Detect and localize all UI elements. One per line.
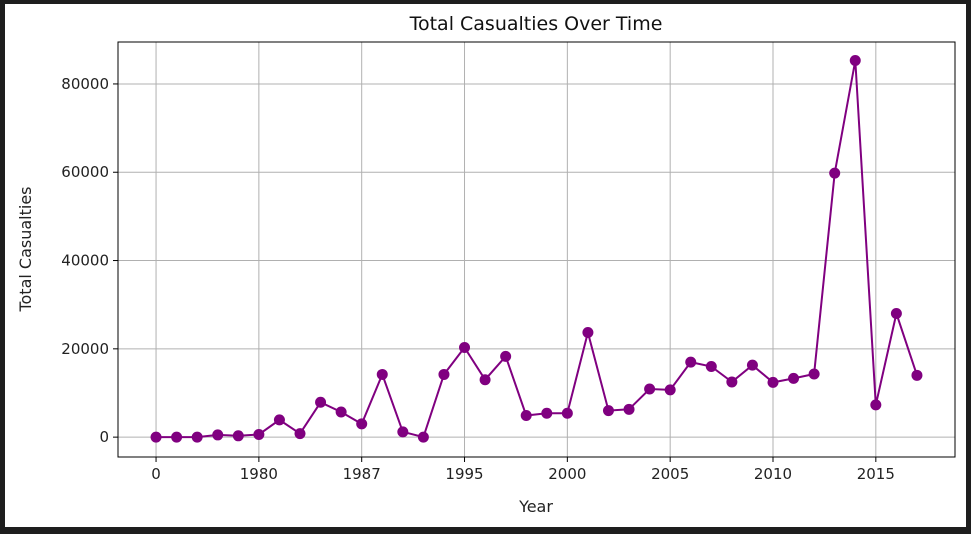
data-point xyxy=(890,308,902,320)
chart-frame: 0 20000 40000 60000 80000 0 1980 1987 1995 2000 20… xyxy=(5,4,966,527)
series-layer xyxy=(150,55,923,443)
series-line xyxy=(156,60,918,439)
data-point xyxy=(767,376,779,388)
data-point xyxy=(397,426,409,438)
data-point xyxy=(376,368,388,380)
data-point xyxy=(870,399,882,411)
x-tick-label: 1987 xyxy=(343,465,381,483)
data-point xyxy=(356,418,368,430)
data-point xyxy=(561,407,573,419)
chart-title: Total Casualties Over Time xyxy=(409,13,663,35)
data-point xyxy=(232,430,244,442)
data-point xyxy=(253,428,265,440)
y-axis-label: Total Casualties xyxy=(16,186,35,312)
data-point xyxy=(212,429,224,441)
data-point xyxy=(438,368,450,380)
ticks-layer: 0 20000 40000 60000 80000 0 1980 1987 1995 2000 20… xyxy=(61,75,895,483)
x-tick-label: 2015 xyxy=(857,465,895,483)
y-tick-label: 40000 xyxy=(61,252,109,270)
data-point xyxy=(726,376,738,388)
data-point xyxy=(417,431,429,443)
data-point xyxy=(685,356,697,368)
data-point xyxy=(273,414,285,426)
data-point xyxy=(602,405,614,417)
y-tick-label: 20000 xyxy=(61,340,109,358)
data-point xyxy=(911,369,923,381)
data-point xyxy=(335,406,347,418)
x-tick-label: 1995 xyxy=(445,465,483,483)
data-point xyxy=(294,428,306,440)
y-tick-label: 60000 xyxy=(61,163,109,181)
data-point xyxy=(808,368,820,380)
x-tick-label: 2005 xyxy=(651,465,689,483)
grid-layer xyxy=(118,42,955,457)
data-point xyxy=(582,327,594,338)
data-point xyxy=(315,396,327,408)
y-tick-label: 80000 xyxy=(61,75,109,93)
data-point xyxy=(191,431,203,443)
data-point xyxy=(746,359,758,371)
data-point xyxy=(171,431,183,443)
data-point xyxy=(705,360,717,372)
data-point xyxy=(479,374,491,386)
plot-area-border xyxy=(117,41,956,458)
data-point xyxy=(150,431,162,443)
data-point xyxy=(849,55,861,67)
line-chart: 0 20000 40000 60000 80000 0 1980 1987 1995 2000 20… xyxy=(16,13,956,516)
data-point xyxy=(459,342,471,354)
data-point xyxy=(520,410,532,421)
y-tick-label: 0 xyxy=(99,428,109,446)
x-tick-label: 0 xyxy=(151,465,161,483)
data-point xyxy=(788,372,800,384)
x-tick-label: 1980 xyxy=(240,465,278,483)
data-point xyxy=(829,167,841,179)
data-point xyxy=(644,383,656,395)
x-tick-label: 2000 xyxy=(548,465,586,483)
data-point xyxy=(664,384,676,396)
data-point xyxy=(541,407,553,419)
x-tick-label: 2010 xyxy=(754,465,792,483)
x-axis-label: Year xyxy=(518,497,553,516)
data-point xyxy=(623,403,635,415)
data-point xyxy=(500,350,512,362)
